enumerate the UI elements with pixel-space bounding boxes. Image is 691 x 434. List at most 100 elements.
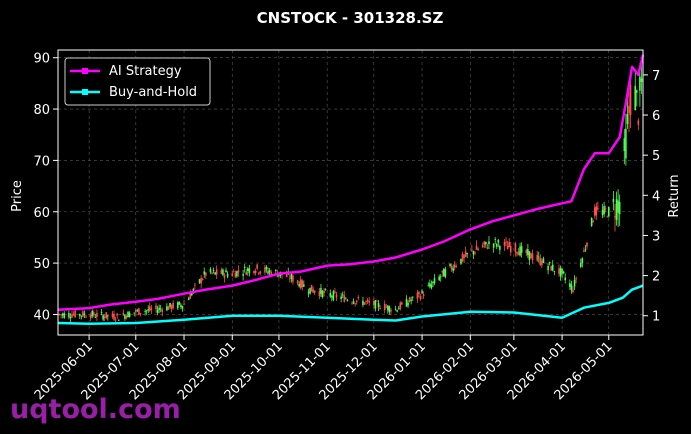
candle-body — [335, 294, 338, 298]
candle-body — [313, 290, 316, 293]
candle-body — [629, 84, 632, 116]
candle-body — [553, 270, 556, 272]
candle-body — [463, 255, 465, 258]
right-axis: 1 2 3 4 5 6 7 — [643, 69, 660, 325]
candle-body — [452, 268, 454, 271]
candle-body — [247, 268, 249, 272]
candle-body — [623, 138, 626, 151]
candle-body — [166, 306, 168, 311]
candle-body — [492, 243, 495, 248]
candle-body — [422, 294, 425, 296]
candle-body — [243, 266, 246, 268]
candle-body — [145, 310, 148, 312]
candle-body — [419, 296, 422, 300]
candle-body — [520, 246, 523, 253]
candle-body — [528, 251, 531, 261]
y-axis-left-label: Price — [10, 180, 25, 212]
candle-body — [586, 242, 588, 247]
candle-body — [626, 113, 629, 124]
candle-body — [278, 274, 280, 276]
candle-body — [214, 272, 216, 275]
candle-body — [517, 251, 520, 256]
candle-body — [289, 278, 291, 280]
candle-body — [234, 272, 237, 278]
candle-body — [248, 268, 251, 273]
candle-body — [537, 256, 540, 258]
candle-body — [444, 269, 447, 277]
watermark: uqtool.com — [10, 394, 181, 425]
candle-body — [477, 248, 479, 251]
candle-body — [117, 319, 120, 321]
y-axis-right-label: Return — [667, 174, 682, 217]
candle-body — [421, 290, 423, 294]
candle-body — [265, 266, 268, 270]
candle-body — [78, 314, 81, 316]
candle-body — [343, 295, 346, 303]
candle-body — [83, 313, 86, 316]
candle-body — [388, 306, 391, 313]
candle-body — [558, 268, 560, 274]
candle-body — [198, 279, 201, 284]
candle-body — [212, 270, 215, 271]
series-line-buy-and-hold — [57, 284, 644, 326]
candle-body — [394, 308, 397, 310]
candle-body — [572, 289, 574, 293]
candle-body — [377, 302, 380, 308]
candle-body — [495, 244, 498, 247]
candle-body — [531, 253, 534, 260]
candle-body — [450, 266, 453, 270]
candle-body — [332, 291, 335, 300]
candle-body — [376, 300, 378, 302]
candle-body — [69, 317, 72, 319]
candle-body — [331, 296, 333, 298]
candle-body — [433, 278, 436, 284]
candle-body — [625, 128, 627, 159]
candle-body — [215, 269, 218, 275]
candle-body — [155, 305, 157, 310]
candle-body — [312, 289, 314, 293]
candle-body — [579, 263, 582, 267]
candle-body — [103, 316, 106, 319]
candlesticks — [58, 57, 643, 324]
candle-body — [570, 284, 573, 291]
candle-body — [80, 315, 83, 317]
candle-body — [548, 262, 551, 264]
series-lines — [57, 54, 645, 326]
candle-body — [438, 276, 440, 281]
candle-body — [601, 209, 604, 216]
left-tick-label: 80 — [33, 103, 50, 118]
candle-body — [58, 313, 61, 315]
candle-body — [472, 251, 475, 255]
candle-body — [253, 270, 255, 274]
candle-body — [292, 275, 294, 282]
candle-body — [296, 280, 299, 284]
candle-body — [351, 302, 353, 304]
candle-body — [172, 302, 174, 308]
candle-body — [441, 270, 444, 273]
candle-body — [401, 302, 403, 305]
candle-body — [575, 278, 577, 280]
candle-body — [373, 300, 375, 306]
candle-body — [443, 268, 445, 277]
candle-body — [508, 241, 510, 248]
candle-body — [323, 290, 325, 294]
candle-body — [301, 280, 304, 288]
candle-body — [233, 271, 235, 273]
candle-body — [494, 239, 496, 240]
candle-body — [111, 313, 114, 317]
candle-body — [256, 264, 258, 269]
candle-body — [606, 216, 609, 218]
candle-body — [201, 279, 204, 281]
candle-body — [203, 271, 206, 275]
candle-body — [298, 283, 300, 287]
candle-body — [102, 315, 104, 320]
candle-body — [82, 311, 84, 317]
candle-body — [408, 297, 411, 302]
candle-body — [368, 301, 370, 303]
candle-body — [541, 260, 543, 266]
candle-body — [383, 303, 386, 311]
candle-body — [618, 201, 621, 215]
candle-body — [519, 246, 521, 256]
candle-body — [455, 266, 458, 268]
candle-body — [85, 316, 87, 318]
